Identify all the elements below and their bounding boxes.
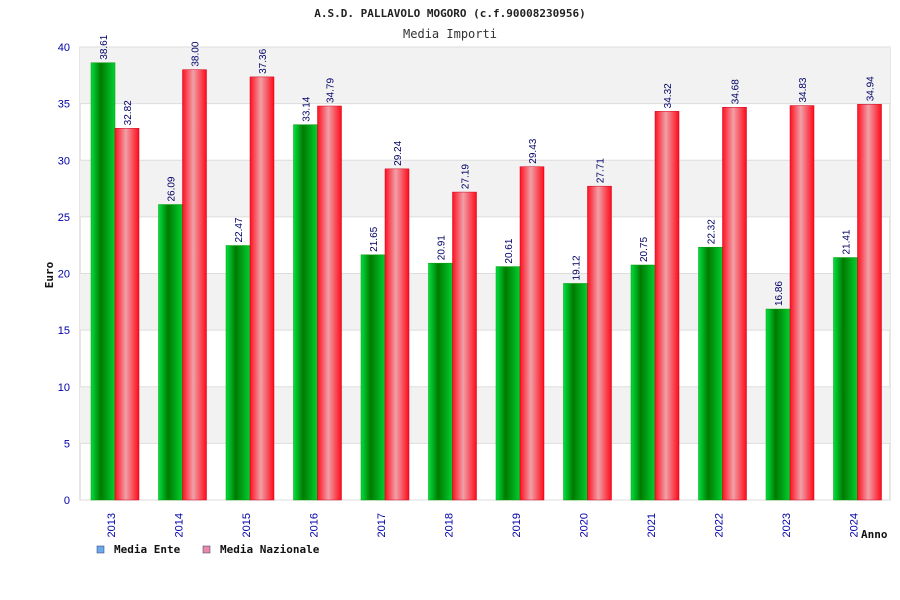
bar-media-ente-2019: [495, 266, 521, 501]
y-tick-label: 30: [58, 155, 70, 167]
data-label-media-ente-2013: 38.61: [99, 34, 110, 59]
bar-media-nazionale-2021: [654, 111, 680, 501]
y-tick-label: 5: [64, 438, 70, 450]
data-label-media-ente-2021: 20.75: [639, 237, 650, 262]
bar-media-ente-2020: [563, 283, 588, 501]
y-axis-ticks: 0 5 10 15 20 25 30 35 40: [58, 42, 70, 507]
bar-media-ente-2016: [293, 124, 318, 501]
gridlines: [80, 46, 890, 501]
data-label-media-ente-2019: 20.61: [504, 238, 515, 263]
legend-label-media-nazionale: Media Nazionale: [220, 543, 320, 556]
x-axis-label: Anno: [861, 528, 888, 541]
x-tick-label-2016: 2016: [309, 513, 321, 537]
plot-band: [80, 386, 890, 444]
y-tick-label: 35: [58, 99, 70, 111]
y-tick-label: 0: [64, 495, 70, 507]
data-label-media-ente-2015: 22.47: [234, 217, 245, 242]
bar-media-ente-2018: [428, 262, 453, 501]
plot-band: [80, 160, 890, 217]
bar-media-ente-2024: [833, 257, 858, 501]
x-tick-label-2019: 2019: [511, 513, 523, 537]
bar-media-nazionale-2024: [857, 104, 882, 501]
data-label-media-nazionale-2017: 29.24: [393, 140, 404, 165]
x-tick-label-2023: 2023: [781, 513, 793, 537]
chart-subtitle: Media Importi: [403, 27, 497, 41]
bar-media-ente-2022: [698, 246, 723, 501]
bar-media-ente-2023: [765, 308, 791, 501]
data-label-media-nazionale-2022: 34.68: [731, 79, 742, 104]
bar-media-ente-2014: [158, 204, 183, 501]
data-label-media-nazionale-2016: 34.79: [326, 78, 337, 103]
x-tick-label-2020: 2020: [579, 513, 591, 537]
legend-swatch-media-ente: [96, 545, 105, 554]
y-tick-label: 20: [58, 269, 70, 281]
data-label-media-ente-2014: 26.09: [167, 176, 178, 201]
bar-media-nazionale-2014: [182, 69, 207, 501]
bar-media-nazionale-2017: [384, 168, 410, 501]
y-tick-label: 15: [58, 325, 70, 337]
bar-media-ente-2021: [630, 264, 656, 501]
data-label-media-ente-2017: 21.65: [369, 226, 380, 251]
data-label-media-nazionale-2021: 34.32: [663, 83, 674, 108]
y-tick-label: 10: [58, 382, 70, 394]
bar-media-ente-2017: [360, 254, 386, 501]
x-tick-label-2015: 2015: [241, 513, 253, 537]
legend-swatch-media-nazionale: [202, 545, 211, 554]
data-label-media-ente-2020: 19.12: [572, 255, 583, 280]
data-label-media-nazionale-2019: 29.43: [528, 138, 539, 163]
x-tick-label-2024: 2024: [849, 513, 861, 537]
x-tick-label-2018: 2018: [444, 513, 456, 537]
data-label-media-nazionale-2023: 34.83: [798, 77, 809, 102]
plot-band: [80, 47, 890, 104]
bar-media-nazionale-2013: [114, 128, 140, 501]
data-label-media-ente-2023: 16.86: [774, 281, 785, 306]
data-label-media-ente-2018: 20.91: [437, 235, 448, 260]
x-tick-label-2021: 2021: [646, 513, 658, 537]
data-label-media-ente-2016: 33.14: [302, 96, 313, 121]
y-tick-label: 40: [58, 42, 70, 54]
bar-media-nazionale-2016: [317, 105, 342, 501]
bar-media-ente-2015: [225, 245, 251, 501]
bar-media-nazionale-2022: [722, 106, 747, 501]
bar-media-nazionale-2015: [249, 76, 275, 501]
legend-label-media-ente: Media Ente: [114, 543, 181, 556]
data-label-media-nazionale-2014: 38.00: [191, 41, 202, 66]
data-label-media-nazionale-2013: 32.82: [123, 100, 134, 125]
x-tick-label-2017: 2017: [376, 513, 388, 537]
legend: Media Ente Media Nazionale: [96, 543, 320, 556]
bars: 38.61 32.82 26.09 38.00 22.47 37.36 33.14 34.79…: [90, 34, 882, 501]
bar-media-ente-2013: [90, 62, 116, 501]
data-label-media-nazionale-2020: 27.71: [596, 158, 607, 183]
y-tick-label: 25: [58, 212, 70, 224]
x-axis-ticks: 2013 2014 2015 2016 2017 2018 2019 2020 2021 2022…: [106, 513, 861, 537]
bar-media-nazionale-2020: [587, 185, 612, 501]
data-label-media-ente-2024: 21.41: [842, 229, 853, 254]
data-label-media-nazionale-2024: 34.94: [866, 76, 877, 101]
data-label-media-ente-2022: 22.32: [707, 219, 718, 244]
plot-band: [80, 273, 890, 331]
x-tick-label-2013: 2013: [106, 513, 118, 537]
bar-media-nazionale-2023: [789, 105, 815, 501]
chart-title: A.S.D. PALLAVOLO MOGORO (c.f.90008230956…: [314, 7, 586, 20]
bar-media-nazionale-2018: [452, 191, 477, 501]
data-label-media-nazionale-2018: 27.19: [461, 164, 472, 189]
x-tick-label-2022: 2022: [714, 513, 726, 537]
x-tick-label-2014: 2014: [174, 513, 186, 537]
data-label-media-nazionale-2015: 37.36: [258, 48, 269, 73]
bar-media-nazionale-2019: [519, 166, 545, 501]
y-axis-label: Euro: [43, 261, 56, 288]
